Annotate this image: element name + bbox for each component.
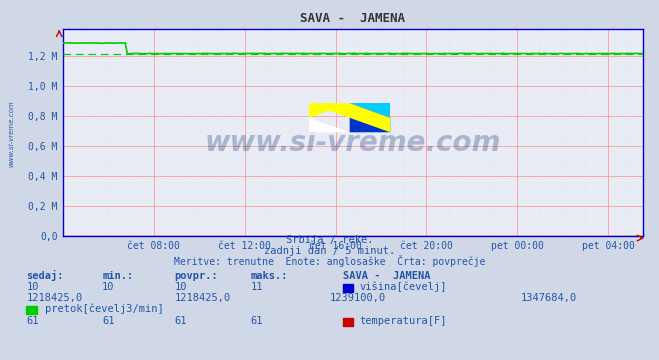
Text: maks.:: maks.: [250, 271, 288, 281]
Text: www.si-vreme.com: www.si-vreme.com [8, 100, 14, 167]
Text: povpr.:: povpr.: [175, 271, 218, 281]
Polygon shape [309, 103, 390, 132]
Text: 10: 10 [102, 282, 115, 292]
Title: SAVA -  JAMENA: SAVA - JAMENA [300, 12, 405, 25]
Polygon shape [309, 103, 350, 118]
Text: 11: 11 [250, 282, 263, 292]
Text: Srbija / reke.: Srbija / reke. [286, 235, 373, 245]
Text: Meritve: trenutne  Enote: anglosaške  Črta: povprečje: Meritve: trenutne Enote: anglosaške Črta… [174, 255, 485, 267]
Text: višina[čevelj]: višina[čevelj] [359, 281, 447, 292]
Text: www.si-vreme.com: www.si-vreme.com [204, 129, 501, 157]
Polygon shape [309, 118, 350, 132]
Text: 61: 61 [250, 316, 263, 326]
Text: sedaj:: sedaj: [26, 270, 64, 281]
Polygon shape [350, 103, 390, 118]
Text: 1239100,0: 1239100,0 [330, 293, 386, 303]
Text: 10: 10 [175, 282, 187, 292]
Text: SAVA -  JAMENA: SAVA - JAMENA [343, 271, 430, 281]
Text: 61: 61 [102, 316, 115, 326]
Text: 1218425,0: 1218425,0 [26, 293, 82, 303]
Text: min.:: min.: [102, 271, 133, 281]
Text: temperatura[F]: temperatura[F] [359, 316, 447, 326]
Text: zadnji dan / 5 minut.: zadnji dan / 5 minut. [264, 246, 395, 256]
Polygon shape [350, 103, 390, 132]
Text: pretok[čevelj3/min]: pretok[čevelj3/min] [45, 304, 163, 315]
Text: 10: 10 [26, 282, 39, 292]
Text: 61: 61 [26, 316, 39, 326]
Text: 1347684,0: 1347684,0 [521, 293, 577, 303]
Text: 61: 61 [175, 316, 187, 326]
Text: 1218425,0: 1218425,0 [175, 293, 231, 303]
